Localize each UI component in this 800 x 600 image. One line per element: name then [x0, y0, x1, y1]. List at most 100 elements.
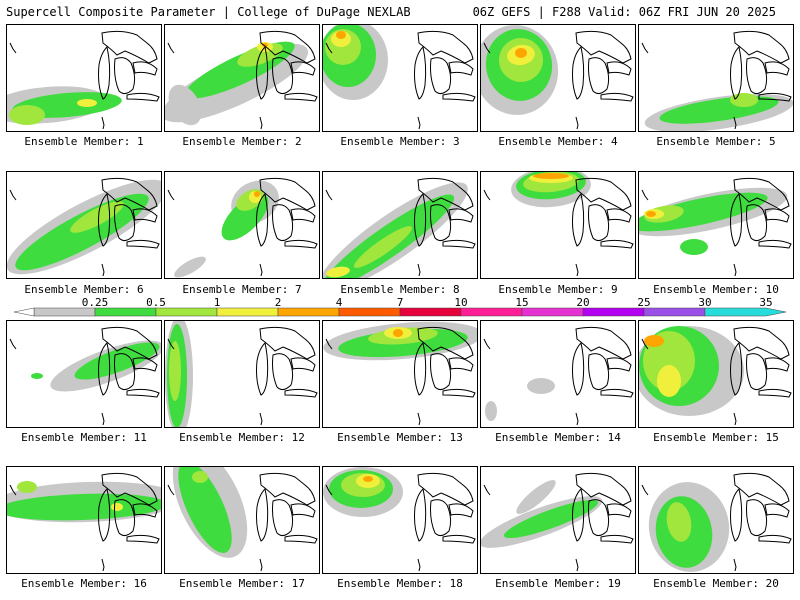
coastline-outline [98, 46, 111, 100]
scp-contour-fill [354, 226, 412, 268]
coastline-outline [101, 30, 158, 64]
coastline-outline [588, 57, 610, 95]
member-map [167, 467, 318, 572]
ensemble-member-panel [638, 320, 794, 428]
coastline-outline [290, 208, 316, 223]
coastline-outline [448, 357, 474, 372]
ensemble-member-panel [638, 466, 794, 574]
coastline-outline [730, 488, 743, 542]
state-border-fragment [259, 263, 263, 277]
state-border-fragment [325, 484, 333, 496]
colorbar-tick-label: 20 [576, 296, 589, 309]
member-map [639, 326, 792, 426]
coastline-outline [114, 499, 136, 537]
ensemble-member-panel [164, 320, 320, 428]
state-border-fragment [641, 42, 649, 54]
ensemble-member-label: Ensemble Member: 12 [179, 431, 305, 444]
colorbar-tick-label: 30 [698, 296, 711, 309]
ensemble-member-panel [480, 466, 636, 574]
colorbar-segment [460, 307, 523, 317]
state-border-fragment [733, 263, 737, 277]
coastline-outline [98, 342, 111, 396]
ensemble-member-panel [322, 320, 478, 428]
coastline-outline [448, 61, 474, 76]
coastline-outline [417, 30, 474, 64]
coastline-outline [572, 193, 585, 247]
colorbar-segment [94, 307, 157, 317]
coastline-outline [746, 204, 768, 242]
coastline-outline [442, 92, 476, 102]
coastline-outline [746, 57, 768, 95]
colorbar-segment [399, 307, 462, 317]
colorbar-tick-label: 10 [454, 296, 467, 309]
ensemble-member-label: Ensemble Member: 10 [653, 283, 779, 296]
coastline-outline [588, 353, 610, 391]
member-map [639, 177, 792, 277]
colorbar-segment [155, 307, 218, 317]
coastline-outline [442, 239, 476, 249]
colorbar-segment [277, 307, 340, 317]
ensemble-member-label: Ensemble Member: 19 [495, 577, 621, 590]
colorbar-tick-label: 35 [759, 296, 772, 309]
ensemble-member-panel [6, 320, 162, 428]
ensemble-member-label: Ensemble Member: 14 [495, 431, 621, 444]
colorbar-segment [216, 307, 279, 317]
colorbar-segment [704, 307, 787, 317]
coastline-outline [290, 357, 316, 372]
state-border-fragment [325, 189, 333, 201]
ensemble-member-panel [322, 171, 478, 279]
member-map [483, 172, 634, 277]
coastline-outline [114, 353, 136, 391]
ensemble-member-label: Ensemble Member: 17 [179, 577, 305, 590]
colorbar-segment [643, 307, 706, 317]
scp-contour-fill [363, 476, 373, 482]
colorbar-tick-label: 4 [336, 296, 343, 309]
ensemble-member-label: Ensemble Member: 9 [498, 283, 618, 296]
state-border-fragment [167, 189, 175, 201]
state-border-fragment [259, 412, 263, 426]
coastline-outline [272, 204, 294, 242]
coastline-outline [114, 204, 136, 242]
coastline-outline [126, 239, 160, 249]
coastline-outline [588, 204, 610, 242]
ensemble-member-label: Ensemble Member: 3 [340, 135, 460, 148]
ensemble-member-label: Ensemble Member: 4 [498, 135, 618, 148]
state-border-fragment [641, 189, 649, 201]
colorbar-tick-label: 0.5 [146, 296, 166, 309]
coastline-outline [588, 499, 610, 537]
ensemble-member-panel [164, 171, 320, 279]
coastline-outline [600, 92, 634, 102]
coastline-outline [606, 357, 632, 372]
state-border-fragment [641, 338, 649, 350]
ensemble-member-panel [638, 24, 794, 132]
scp-contour-fill [485, 401, 497, 421]
coastline-outline [730, 342, 743, 396]
coastline-outline [600, 239, 634, 249]
valid-time-label: 06Z GEFS | F288 Valid: 06Z FRI JUN 20 20… [472, 5, 776, 19]
coastline-outline [758, 534, 792, 544]
coastline-outline [126, 92, 160, 102]
state-border-fragment [167, 42, 175, 54]
colorbar-tick-label: 1 [214, 296, 221, 309]
coastline-outline [284, 239, 318, 249]
scp-contour-fill [516, 480, 556, 514]
coastline-outline [746, 499, 768, 537]
scp-contour-fill [9, 105, 45, 125]
ensemble-member-panel [6, 171, 162, 279]
coastline-outline [98, 488, 111, 542]
member-map [7, 177, 161, 277]
ensemble-member-panel [6, 466, 162, 574]
coastline-outline [256, 193, 269, 247]
coastline-outline [256, 46, 269, 100]
colorbar-segment [521, 307, 584, 317]
coastline-outline [256, 342, 269, 396]
ensemble-member-panel [164, 24, 320, 132]
scp-contour-fill [178, 467, 232, 553]
scp-contour-fill [111, 503, 123, 511]
scp-contour-fill [393, 329, 403, 337]
coastline-outline [606, 61, 632, 76]
member-map [481, 472, 634, 572]
member-map [165, 30, 318, 130]
coastline-outline [414, 488, 427, 542]
state-border-fragment [733, 116, 737, 130]
